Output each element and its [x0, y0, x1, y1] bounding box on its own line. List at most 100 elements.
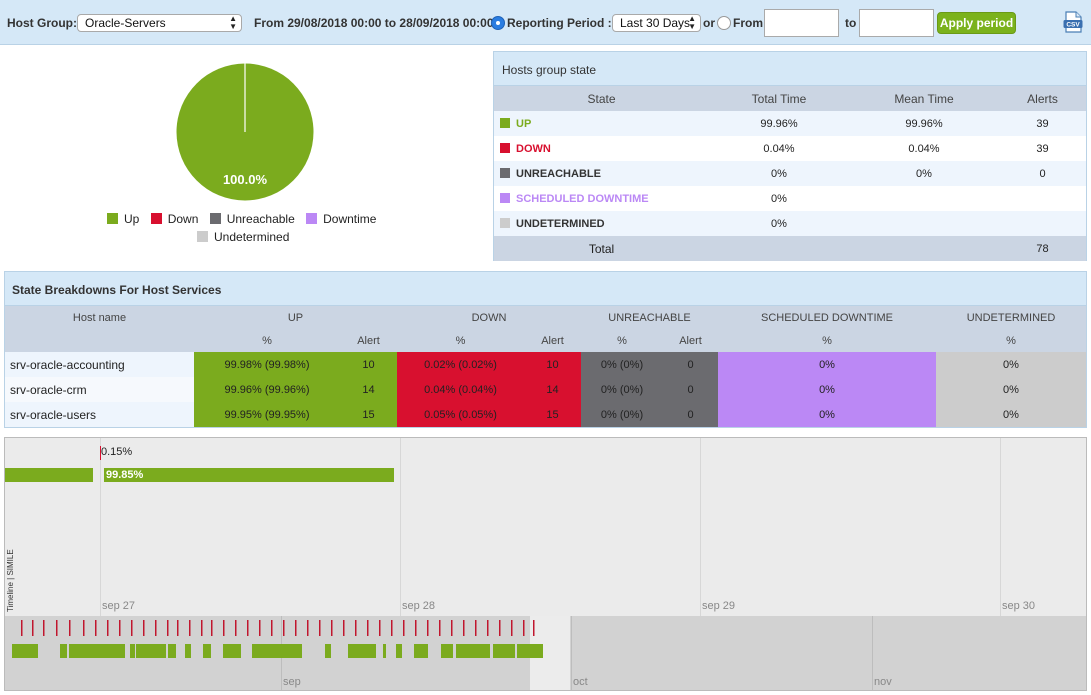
- overview-down-tick: [511, 620, 513, 636]
- timeline-up-event[interactable]: [5, 468, 93, 482]
- state-undetermined: UNDETERMINED: [494, 211, 709, 236]
- overview-down-tick: [211, 620, 213, 636]
- overview-down-tick: [463, 620, 465, 636]
- overview-up-bar: [223, 644, 241, 658]
- timeline-up-event[interactable]: [104, 468, 394, 482]
- total-alerts: 78: [999, 236, 1086, 261]
- undetermined-pct-cell: 0%: [936, 377, 1086, 402]
- sub-header-row: % Alert % Alert % Alert % %: [5, 329, 1086, 352]
- overview-down-tick: [295, 620, 297, 636]
- day-gridline: [400, 438, 401, 616]
- legend-item-downtime: Downtime: [306, 212, 376, 226]
- day-gridline: [1000, 438, 1001, 616]
- month-gridline: [571, 616, 572, 690]
- state-scheduled-downtime: SCHEDULED DOWNTIME: [494, 186, 709, 211]
- overview-down-tick: [69, 620, 71, 636]
- month-gridline: [872, 616, 873, 690]
- col-group-scheduled-downtime: SCHEDULED DOWNTIME: [718, 306, 937, 329]
- col-up-alert: Alert: [340, 329, 397, 352]
- overview-up-bar: [456, 644, 490, 658]
- timeline-credit: Timeline | SIMILE: [6, 549, 15, 612]
- date-label: sep 28: [402, 600, 436, 612]
- availability-pie-chart: [176, 63, 314, 201]
- col-host-name: Host name: [5, 306, 194, 329]
- or-label: or: [703, 16, 715, 30]
- overview-down-tick: [319, 620, 321, 636]
- scheduled-pct-cell: 0%: [718, 402, 937, 427]
- table-header-row: State Total Time Mean Time Alerts: [494, 86, 1086, 111]
- from-date-input[interactable]: [764, 9, 839, 37]
- down-pct-cell: 0.02% (0.02%): [397, 352, 524, 377]
- overview-up-bar: [203, 644, 211, 658]
- state-breakdown-panel: State Breakdowns For Host Services Host …: [4, 271, 1087, 428]
- group-header-row: Host name UP DOWN UNREACHABLE SCHEDULED …: [5, 306, 1086, 329]
- table-row: SCHEDULED DOWNTIME 0%: [494, 186, 1086, 211]
- overview-up-bar: [136, 644, 166, 658]
- reporting-period-label: Reporting Period :: [507, 16, 612, 30]
- overview-up-bar: [69, 644, 125, 658]
- undetermined-pct-cell: 0%: [936, 402, 1086, 427]
- alerts-cell: 0: [999, 161, 1086, 186]
- host-group-label: Host Group:: [7, 16, 77, 30]
- overview-up-bar: [414, 644, 428, 658]
- down-pct-cell: 0.05% (0.05%): [397, 402, 524, 427]
- timeline-overview-band[interactable]: sep oct nov: [5, 616, 1086, 690]
- unreachable-pct-cell: 0% (0%): [581, 377, 664, 402]
- mean-time-cell: [849, 186, 999, 211]
- custom-period-radio[interactable]: [717, 16, 731, 30]
- mean-time-cell: 99.96%: [849, 111, 999, 136]
- overview-down-tick: [403, 620, 405, 636]
- reporting-period-select[interactable]: Last 30 Days ▲ ▼: [612, 14, 701, 32]
- timeline-up-label: 99.85%: [106, 469, 144, 481]
- legend-item-up: Up: [107, 212, 139, 226]
- down-alert-cell: 10: [524, 352, 582, 377]
- reporting-period-radio[interactable]: [491, 16, 505, 30]
- down-alert-cell: 15: [524, 402, 582, 427]
- apply-period-button[interactable]: Apply period: [937, 12, 1016, 34]
- csv-icon[interactable]: CSV: [1063, 11, 1083, 33]
- overview-down-tick: [475, 620, 477, 636]
- state-breakdown-title: State Breakdowns For Host Services: [5, 272, 1086, 306]
- total-label: Total: [494, 236, 709, 261]
- date-label: sep 29: [702, 600, 736, 612]
- reporting-period-value: Last 30 Days: [620, 16, 691, 30]
- host-name-link[interactable]: srv-oracle-crm: [5, 377, 194, 402]
- overview-down-tick: [379, 620, 381, 636]
- up-pct-cell: 99.95% (99.95%): [194, 402, 340, 427]
- total-time-cell: 0%: [709, 161, 849, 186]
- overview-down-tick: [119, 620, 121, 636]
- mean-time-cell: 0%: [849, 161, 999, 186]
- select-arrows-icon: ▲ ▼: [688, 14, 696, 31]
- hosts-group-state-title: Hosts group state: [494, 52, 1086, 86]
- host-name-link[interactable]: srv-oracle-users: [5, 402, 194, 427]
- timeline-main-band[interactable]: 0.15% 99.85% sep 27 sep 28 sep 29 sep 30: [5, 438, 1086, 616]
- overview-up-bar: [12, 644, 38, 658]
- overview-up-bar: [517, 644, 543, 658]
- overview-down-tick: [155, 620, 157, 636]
- overview-up-bar: [396, 644, 402, 658]
- overview-down-tick: [247, 620, 249, 636]
- overview-down-tick: [487, 620, 489, 636]
- date-range-text: From 29/08/2018 00:00 to 28/09/2018 00:0…: [254, 16, 494, 30]
- availability-timeline[interactable]: 0.15% 99.85% sep 27 sep 28 sep 29 sep 30…: [4, 437, 1087, 691]
- unreachable-alert-cell: 0: [663, 402, 719, 427]
- host-name-link[interactable]: srv-oracle-accounting: [5, 352, 194, 377]
- from-label: From: [733, 16, 763, 30]
- scheduled-pct-cell: 0%: [718, 377, 937, 402]
- overview-down-tick: [95, 620, 97, 636]
- col-scheduled-pct: %: [718, 329, 937, 352]
- pie-slice-label: 100.0%: [222, 172, 268, 187]
- overview-down-tick: [271, 620, 273, 636]
- host-group-select[interactable]: Oracle-Servers ▲ ▼: [77, 14, 242, 32]
- legend-item-down: Down: [150, 212, 198, 226]
- state-down: DOWN: [494, 136, 709, 161]
- pie-legend: Up Down Unreachable Downtime: [107, 212, 384, 226]
- date-label: sep 30: [1002, 600, 1036, 612]
- overview-down-tick: [307, 620, 309, 636]
- timeline-down-event[interactable]: [100, 446, 101, 460]
- to-date-input[interactable]: [859, 9, 934, 37]
- state-swatch-unreachable: [500, 167, 510, 178]
- col-mean-time: Mean Time: [849, 86, 999, 111]
- date-label: sep 27: [102, 600, 136, 612]
- col-up-pct: %: [194, 329, 340, 352]
